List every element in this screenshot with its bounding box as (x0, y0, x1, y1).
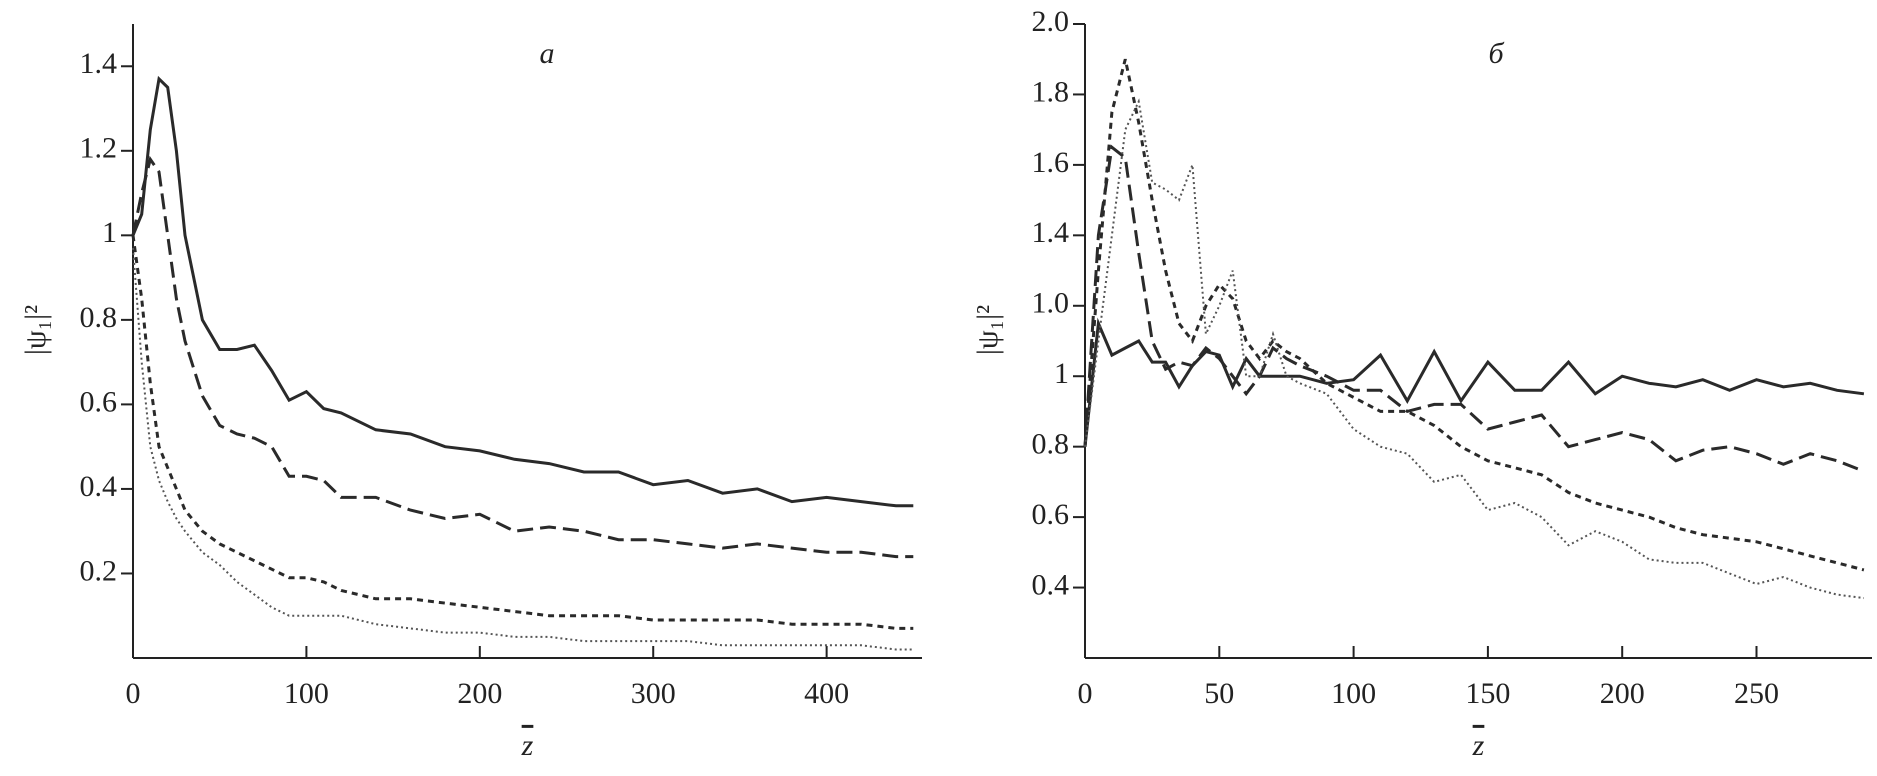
series-line (132, 247, 914, 651)
y-tick-label: 1.4 (80, 47, 118, 80)
x-tick-label: 100 (284, 677, 329, 710)
x-tick-label: 0 (1078, 677, 1093, 710)
y-tick-label: 0.6 (80, 385, 118, 418)
y-tick-label: 1.6 (1032, 146, 1070, 179)
series-line (131, 155, 914, 559)
panel-title: a (540, 37, 555, 70)
y-tick-label: 1 (1054, 357, 1069, 390)
x-tick-label: 50 (1204, 677, 1234, 710)
x-tick-label: 200 (457, 677, 502, 710)
y-tick-label: 1 (102, 216, 117, 249)
y-tick-label: 1.8 (1032, 75, 1070, 108)
y-tick-label: 0.8 (80, 301, 118, 334)
series-line (1083, 144, 1865, 473)
series-line (1083, 317, 1865, 447)
y-tick-label: 2.0 (1032, 5, 1070, 38)
y-tick-label: 0.4 (80, 470, 118, 503)
x-axis-label: z (1472, 729, 1485, 762)
series-line (131, 235, 914, 630)
series-line (1083, 58, 1865, 572)
y-axis-label: |ψ₁|² (19, 305, 52, 355)
x-tick-label: 100 (1331, 677, 1376, 710)
series-line (131, 75, 914, 508)
x-tick-label: 200 (1600, 677, 1645, 710)
x-axis-label: z (521, 729, 534, 762)
y-axis-label: |ψ₁|² (971, 305, 1004, 355)
x-tick-label: 400 (804, 677, 849, 710)
x-tick-label: 0 (126, 677, 141, 710)
y-tick-label: 1.4 (1032, 216, 1070, 249)
y-tick-label: 0.2 (80, 554, 118, 587)
y-tick-label: 0.8 (1032, 428, 1070, 461)
y-tick-label: 1.0 (1032, 287, 1070, 320)
y-tick-label: 0.6 (1032, 498, 1070, 531)
x-tick-label: 250 (1734, 677, 1779, 710)
x-tick-label: 150 (1465, 677, 1510, 710)
panel-title: б (1488, 37, 1504, 70)
y-tick-label: 1.2 (80, 132, 118, 165)
y-tick-label: 0.4 (1032, 568, 1070, 601)
series-line (1084, 98, 1865, 600)
x-tick-label: 300 (631, 677, 676, 710)
